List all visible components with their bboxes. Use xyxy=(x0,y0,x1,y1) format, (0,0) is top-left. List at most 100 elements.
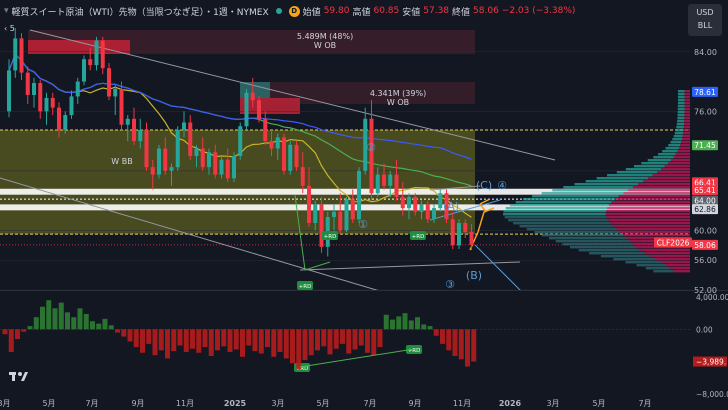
candle-body xyxy=(288,144,293,171)
price-label-text: 66.41 xyxy=(694,179,716,188)
forecast-projection[interactable] xyxy=(474,244,530,300)
volume-profile-bar xyxy=(644,252,690,255)
oscillator-bar xyxy=(227,329,233,352)
oscillator-axis[interactable]: 4,000.00 0.00 −3,989. −8,000.00 xyxy=(693,293,728,399)
volume-profile-bar xyxy=(526,228,617,231)
volume-profile-bar xyxy=(677,114,685,117)
trendlines[interactable] xyxy=(0,29,556,300)
oscillator-bar xyxy=(371,329,377,356)
oscillator-pane xyxy=(0,300,690,369)
volume-profile-bar xyxy=(616,171,658,174)
volume-profile xyxy=(503,90,690,273)
close-label: 終値 xyxy=(452,7,471,18)
forecast-arrow-icon xyxy=(479,198,491,213)
volume-profile-bar xyxy=(684,105,690,108)
candle-body xyxy=(169,167,174,171)
volume-profile-bar xyxy=(670,267,690,270)
candle-body xyxy=(450,219,455,246)
volume-profile-bar xyxy=(683,129,690,132)
candle-body xyxy=(194,148,199,156)
price-label-tag xyxy=(692,86,718,97)
volume-profile-bar xyxy=(618,195,690,198)
volume-profile-bar xyxy=(677,120,685,123)
volume-profile-bar xyxy=(619,231,690,234)
oscillator-bar xyxy=(358,329,364,346)
candle-body xyxy=(394,174,399,197)
oscillator-bar xyxy=(115,329,120,333)
volume-profile-bar xyxy=(504,216,607,219)
ob-mid-label: W OB xyxy=(387,98,409,107)
volume-profile-bar xyxy=(677,105,685,108)
candle-body xyxy=(338,211,343,231)
volume-profile-bar xyxy=(607,207,690,210)
volume-profile-bar xyxy=(684,99,690,102)
oscillator-bar xyxy=(396,316,402,330)
currency-unit-selector[interactable]: USD BLL xyxy=(688,4,722,36)
candle-body xyxy=(307,185,311,223)
oscillator-bar xyxy=(208,329,214,357)
candles xyxy=(7,27,474,257)
oscillator-bar xyxy=(327,329,333,355)
oscillator-bar xyxy=(233,329,239,350)
channel-lower-line[interactable] xyxy=(0,177,410,300)
candle-body xyxy=(457,223,461,246)
candle-body xyxy=(107,68,111,97)
time-axis[interactable]: 3月 5月 7月 9月 11月 2025 3月 5月 7月 9月 11月 2026 3月 5月 7月 xyxy=(0,399,652,408)
volume-profile-bar xyxy=(503,213,606,216)
divergence-line[interactable] xyxy=(294,194,331,271)
wave-triangle-lower[interactable] xyxy=(429,199,501,221)
volume-profile-bar xyxy=(505,207,608,210)
price-label-text: CLF2026 xyxy=(657,238,690,247)
hrd-badge-bg xyxy=(297,281,313,290)
volume-profile-bar xyxy=(680,144,690,147)
volume-profile-bar xyxy=(625,168,662,171)
candle-body xyxy=(444,193,449,220)
candle-body xyxy=(19,38,24,73)
oscillator-bar xyxy=(340,329,345,344)
ob-top-volume: 5.489M (48%) xyxy=(297,32,353,41)
oscillator-bar xyxy=(15,329,20,340)
chart-header: ▾ 軽質スイート原油（WTI）先物（当限つなぎ足）・1週・NYMEX D 始値 5… xyxy=(0,0,728,22)
volume-profile-bar xyxy=(641,162,669,165)
volume-profile-bar xyxy=(531,195,619,198)
oscillator-bar xyxy=(352,329,358,350)
pane-counter[interactable]: ‹ 5 xyxy=(4,24,15,33)
oscillator-bar xyxy=(65,312,70,330)
delayed-data-badge[interactable]: D xyxy=(288,5,300,17)
support-trendline[interactable] xyxy=(299,261,521,271)
oscillator-bar xyxy=(2,329,8,335)
collapse-chevron-icon[interactable]: ▾ xyxy=(4,6,9,16)
volume-profile-bar xyxy=(677,102,685,105)
volume-profile-bar xyxy=(684,120,690,123)
volume-profile-bar xyxy=(607,174,653,177)
wave-triangle-upper[interactable] xyxy=(429,185,481,191)
oscillator-bar xyxy=(83,313,89,330)
volume-profile-bar xyxy=(668,162,690,165)
volume-profile-bar xyxy=(684,123,690,126)
oscillator-bar xyxy=(46,300,52,330)
price-axis[interactable]: 84.0076.0060.0056.0052.0078.6171.4566.44… xyxy=(654,48,718,295)
oscillator-bar xyxy=(427,326,433,330)
volume-profile-bar xyxy=(682,138,690,141)
time-tick-label: 2026 xyxy=(499,399,522,408)
oscillator-bar xyxy=(315,329,320,351)
candle-body xyxy=(63,115,68,130)
volume-profile-bar xyxy=(605,213,690,216)
channel-upper-line[interactable] xyxy=(29,29,556,161)
tradingview-logo[interactable] xyxy=(9,372,28,381)
osc-last-value-tag xyxy=(693,356,727,367)
symbol-title[interactable]: 軽質スイート原油（WTI）先物（当限つなぎ足）・1週・NYMEX xyxy=(11,7,269,18)
candle-body xyxy=(125,118,130,125)
candle-body xyxy=(282,137,286,171)
oscillator-bar xyxy=(390,319,395,330)
price-label-tag xyxy=(692,204,718,215)
oscillator-bar xyxy=(283,329,289,359)
change-value: −2.03 (−3.38%) xyxy=(501,6,576,16)
candle-body xyxy=(82,59,86,82)
volume-profile-bar xyxy=(589,252,645,255)
forecast-orange-path[interactable] xyxy=(469,207,495,251)
candle-body xyxy=(232,156,236,179)
candle-body xyxy=(7,70,11,112)
